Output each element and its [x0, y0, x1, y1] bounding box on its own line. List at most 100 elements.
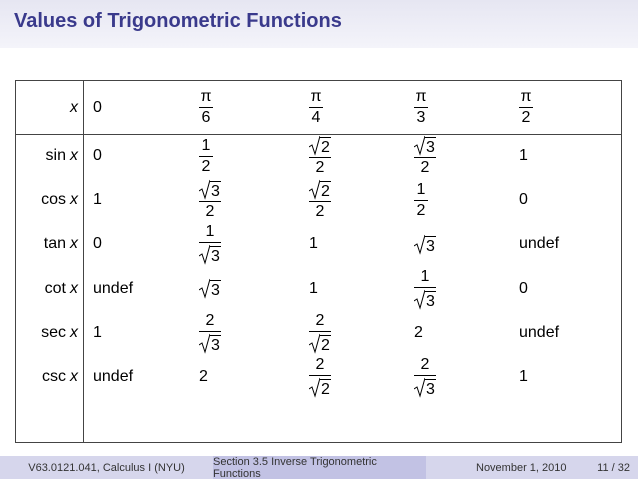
radical-sign [414, 234, 425, 255]
variable: x [70, 235, 78, 253]
square-root: 3 [199, 333, 221, 354]
variable: x [70, 323, 78, 341]
math-text: 2 [205, 311, 215, 329]
fraction-bar [414, 375, 436, 377]
radical-sign [309, 333, 320, 354]
cell-text: 1 [519, 368, 528, 386]
radicand: 2 [320, 379, 331, 399]
radical-sign [309, 180, 320, 200]
cell-text: 0 [519, 279, 528, 297]
square-root: 3 [199, 179, 221, 200]
row-label: tan x [44, 222, 78, 266]
cell-text: 1 [519, 147, 528, 165]
fraction-bar [199, 330, 221, 332]
square-root: 3 [199, 244, 221, 265]
radical-sign [414, 377, 425, 398]
radicand: 2 [320, 334, 331, 354]
table-row: sec x 1 2 3 2 2 2 undef [16, 311, 621, 355]
row-label: sin x [46, 134, 78, 178]
radicand: 3 [210, 246, 221, 266]
radical-sign [199, 279, 210, 299]
math-text: 2 [315, 203, 325, 221]
fraction-bar [519, 107, 533, 108]
square-root: 2 [309, 179, 331, 200]
cell: 0 [93, 134, 102, 178]
trig-table: x 0 π 6 π 4 π 3 π 2 sin x 0 1 2 2 2 3 2 1 cos x 1 3 2 2 2 1 2 0 tan x 0 1… [15, 80, 622, 443]
radical-sign [199, 333, 210, 354]
cell-text: undef [93, 279, 134, 297]
cell: 1 [519, 134, 528, 178]
function-name: csc [42, 368, 66, 386]
fraction-bar [309, 157, 331, 159]
radicand: 3 [210, 334, 221, 354]
math-text: 1 [416, 180, 426, 198]
fraction-bar [414, 157, 436, 159]
variable: x [70, 279, 78, 297]
cell: undef [93, 355, 133, 399]
math-text: π [520, 88, 532, 105]
cell: 1 [519, 355, 528, 399]
radical-sign [199, 180, 210, 200]
row-label: cos x [41, 178, 78, 222]
radical-sign [309, 377, 320, 398]
math-text: 2 [315, 159, 325, 177]
math-text: 1 [205, 223, 215, 241]
cell: 1 [93, 311, 102, 355]
cell: 0 [93, 222, 102, 266]
radicand: 2 [320, 137, 331, 157]
table-row: cot x undef 3 1 1 3 0 [16, 267, 621, 311]
fraction-bar [199, 155, 213, 157]
fraction-bar [414, 107, 428, 108]
footer-middle-box: Section 3.5 Inverse Trigonometric Functi… [213, 455, 426, 480]
title-bar: Values of Trigonometric Functions [0, 0, 638, 48]
cell-text: undef [519, 323, 560, 341]
cell: undef [93, 267, 133, 311]
variable: x [70, 147, 78, 165]
footer-section: Section 3.5 Inverse Trigonometric Functi… [213, 455, 377, 480]
cell-text: undef [519, 235, 560, 253]
radicand: 3 [425, 379, 436, 399]
cell-text: 0 [93, 147, 102, 165]
cell-text: 2 [414, 323, 423, 341]
math-text: 2 [420, 356, 430, 374]
square-root: 3 [199, 278, 221, 299]
cell: 2 [199, 355, 208, 399]
cell-text: 1 [309, 235, 318, 253]
radical-sign [309, 135, 320, 156]
radicand: 2 [320, 181, 331, 201]
function-name: sec [41, 323, 66, 341]
cell: 1 [309, 222, 318, 266]
math-text: 2 [315, 311, 325, 329]
cell-text: 2 [199, 368, 208, 386]
math-text: 2 [420, 159, 430, 177]
table-row: csc x undef 2 2 2 2 3 1 [16, 355, 621, 399]
cell: 3 [414, 222, 436, 266]
fraction-bar [199, 107, 213, 108]
cell: 0 [93, 81, 102, 134]
fraction-bar [414, 199, 428, 201]
footer-page: 11 / 32 [597, 461, 630, 474]
cell-text: 0 [93, 98, 102, 116]
function-name: cos [41, 191, 66, 209]
math-text: π [310, 88, 322, 105]
footer: V63.0121.041, Calculus I (NYU) Section 3… [0, 455, 638, 480]
